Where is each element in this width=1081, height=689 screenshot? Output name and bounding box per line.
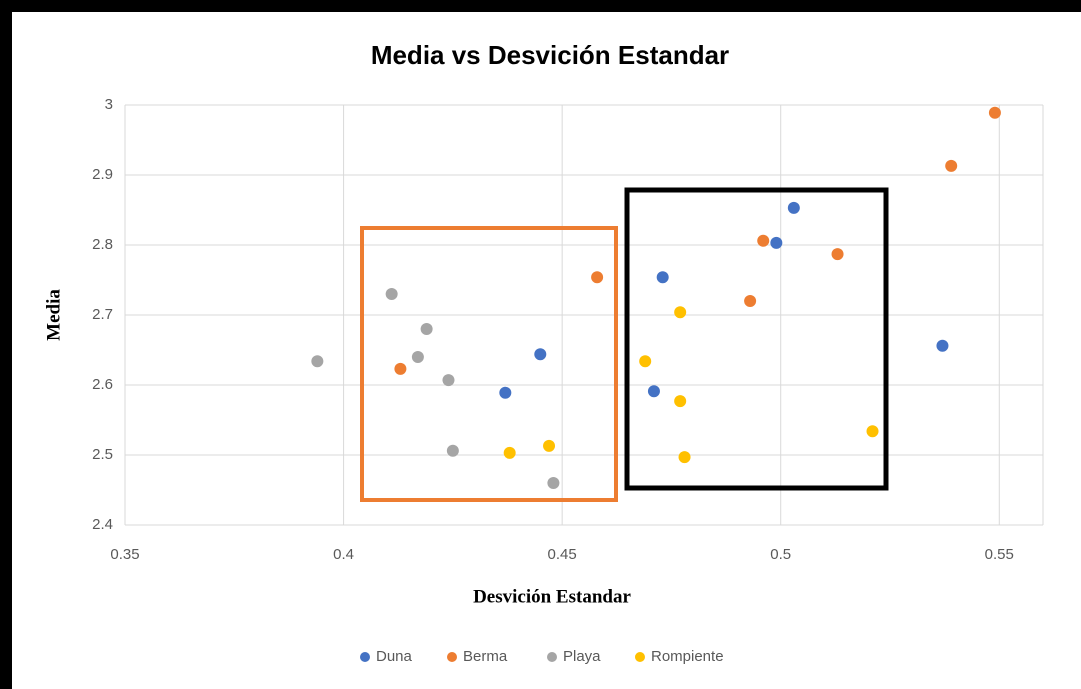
point <box>503 446 516 459</box>
point <box>787 201 800 214</box>
y-tick-label: 2.9 <box>92 166 113 183</box>
legend-marker <box>635 652 645 662</box>
legend-marker <box>447 652 457 662</box>
x-tick-label: 0.55 <box>985 546 1014 563</box>
point <box>385 288 398 300</box>
point <box>945 159 958 172</box>
point <box>744 295 757 307</box>
point <box>442 374 455 387</box>
highlight-box <box>624 187 889 491</box>
x-tick-label: 0.5 <box>770 546 791 563</box>
legend-label: Playa <box>563 648 601 665</box>
chart-title: Media vs Desvición Estandar <box>371 40 729 70</box>
legend-marker <box>547 652 557 662</box>
y-tick-label: 2.5 <box>92 446 113 463</box>
point <box>420 323 433 335</box>
y-axis-label: Media <box>43 289 64 341</box>
point <box>678 451 691 464</box>
point <box>674 395 687 408</box>
y-tick-label: 3 <box>105 96 113 113</box>
point <box>647 385 660 398</box>
highlight-box <box>360 226 618 502</box>
x-tick-label: 0.35 <box>110 546 139 563</box>
marks <box>311 106 1001 489</box>
grid: 2.4 2.5 2.6 2.7 2.8 2.9 3 0.35 0.4 0.45 0.5 0.55 <box>92 96 1044 563</box>
point <box>547 477 560 489</box>
y-tick-label: 2.8 <box>92 236 113 253</box>
point <box>499 386 512 399</box>
legend-label: Duna <box>376 648 413 665</box>
point <box>656 271 669 284</box>
y-tick-label: 2.7 <box>92 306 113 323</box>
x-tick-label: 0.45 <box>548 546 577 563</box>
point <box>543 439 556 452</box>
legend-marker <box>360 652 370 662</box>
point <box>674 306 687 319</box>
x-axis-label: Desvición Estandar <box>473 586 631 607</box>
point <box>831 248 844 261</box>
legend-label: Berma <box>463 648 508 665</box>
point <box>770 236 783 249</box>
point <box>936 339 949 352</box>
point <box>394 362 407 375</box>
y-tick-label: 2.4 <box>92 516 113 533</box>
point <box>411 351 424 363</box>
legend: Duna Berma Playa Rompiente <box>360 648 724 665</box>
x-tick-label: 0.4 <box>333 546 354 563</box>
point <box>446 444 459 457</box>
point <box>534 348 547 361</box>
point <box>866 425 879 438</box>
point <box>757 234 770 247</box>
point <box>639 355 652 368</box>
point <box>591 271 604 284</box>
legend-label: Rompiente <box>651 648 724 665</box>
point <box>988 106 1001 119</box>
y-tick-label: 2.6 <box>92 376 113 393</box>
point <box>311 355 324 368</box>
